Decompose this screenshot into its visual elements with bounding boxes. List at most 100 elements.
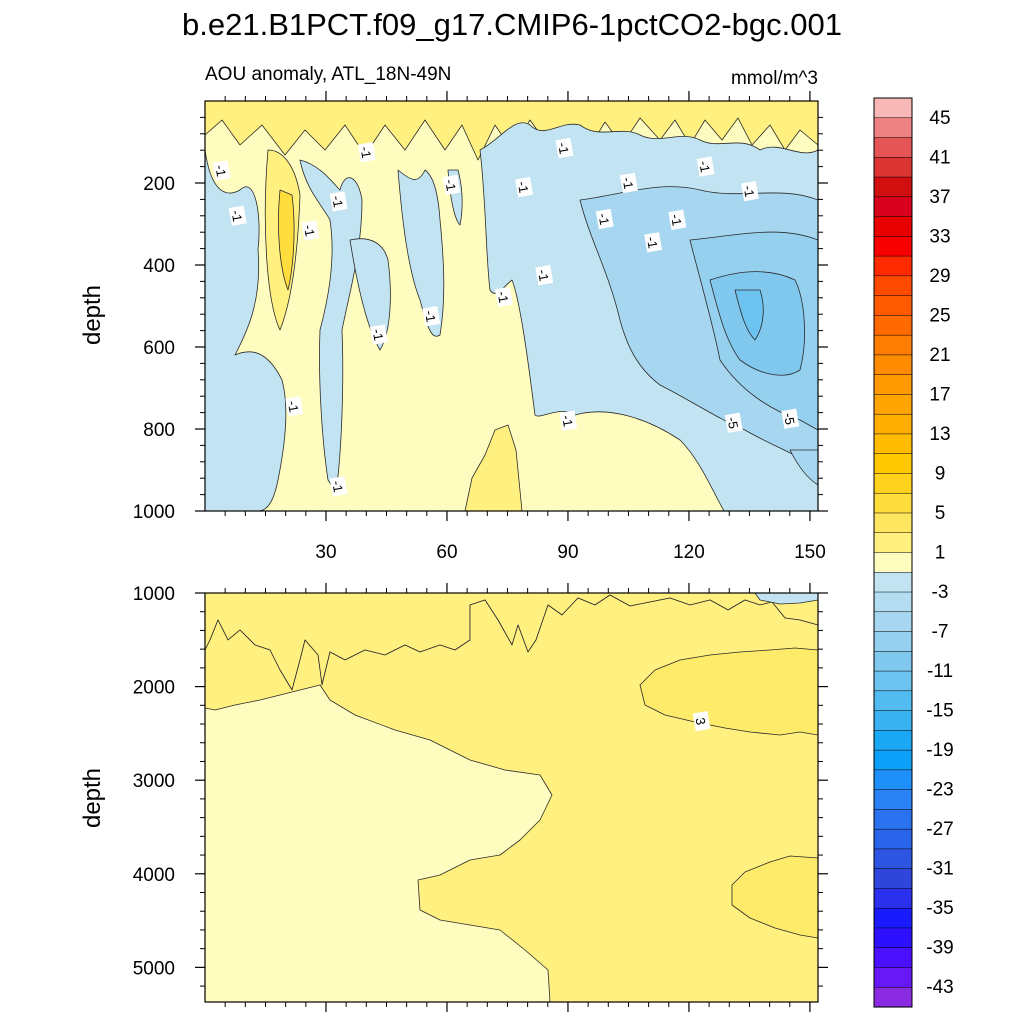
colorbar-swatch bbox=[873, 552, 913, 573]
contour-label: -1 bbox=[559, 410, 578, 431]
x-tick-label: 150 bbox=[794, 542, 826, 563]
colorbar-label: 5 bbox=[935, 503, 946, 524]
colorbar-swatch bbox=[873, 492, 913, 514]
upper-contour-blue-b bbox=[299, 159, 363, 493]
lower-contour-east-4500 bbox=[731, 855, 818, 939]
contour-label-text: -1 bbox=[535, 268, 552, 282]
colorbar-swatch bbox=[873, 512, 913, 534]
contour-label-box bbox=[692, 710, 711, 732]
contour-label-box bbox=[559, 410, 578, 431]
y-tick-label: 1000 bbox=[133, 502, 175, 523]
contour-label: -1 bbox=[442, 174, 461, 196]
contour-label: -1 bbox=[285, 396, 304, 417]
contour-label-box bbox=[422, 305, 441, 327]
contour-label-box bbox=[696, 156, 715, 177]
colorbar-swatch bbox=[873, 828, 913, 850]
colorbar-label: 9 bbox=[935, 463, 946, 484]
colorbar-swatch bbox=[873, 670, 913, 692]
contour-label-box bbox=[329, 191, 348, 212]
contour-label-text: -1 bbox=[422, 309, 439, 323]
colorbar-swatch bbox=[873, 868, 913, 889]
colorbar-swatch bbox=[873, 176, 913, 198]
colorbar-swatch bbox=[873, 255, 913, 277]
colorbar-swatch bbox=[873, 137, 913, 158]
contour-label-box bbox=[619, 172, 638, 194]
contour-label: -1 bbox=[696, 156, 715, 177]
colorbar-label: -3 bbox=[932, 582, 949, 603]
lower-panel: 1000 2000 3000 4000 5000 3 bbox=[133, 583, 828, 1012]
contour-label-text: 3 bbox=[693, 716, 709, 726]
contour-label-box bbox=[781, 408, 800, 429]
y-tick-label: 200 bbox=[143, 174, 175, 195]
upper-y-axis-label: depth bbox=[79, 285, 106, 345]
x-tick-label: 30 bbox=[315, 542, 336, 563]
contour-label-text: -1 bbox=[555, 141, 572, 155]
contour-label-box bbox=[212, 160, 231, 181]
colorbar-label: 21 bbox=[929, 345, 950, 366]
colorbar-label: 1 bbox=[935, 543, 946, 564]
contour-label: -1 bbox=[228, 205, 247, 226]
colorbar-label: -43 bbox=[926, 977, 953, 998]
upper-contour-blue-d bbox=[397, 169, 445, 337]
contour-label: -5 bbox=[724, 412, 743, 433]
contour-label-box bbox=[494, 286, 513, 308]
contour-label-text: -1 bbox=[357, 145, 374, 159]
contour-label-box bbox=[357, 141, 376, 163]
contour-label-text: -1 bbox=[228, 209, 245, 223]
upper-contour-yellow-b bbox=[278, 189, 295, 291]
colorbar bbox=[873, 97, 913, 1008]
colorbar-swatch bbox=[873, 354, 913, 376]
contour-label-box bbox=[285, 396, 304, 417]
contour-label-text: -1 bbox=[329, 195, 346, 209]
colorbar-swatch bbox=[873, 631, 913, 652]
colorbar-label: 41 bbox=[929, 147, 950, 168]
contour-label-text: -5 bbox=[724, 416, 741, 430]
colorbar-swatch bbox=[873, 473, 913, 494]
contour-label: -1 bbox=[422, 305, 441, 327]
contour-label-text: -1 bbox=[668, 213, 685, 227]
x-tick-label: 120 bbox=[673, 542, 705, 563]
contour-label-text: -1 bbox=[620, 176, 637, 190]
contour-label-box bbox=[369, 324, 388, 345]
colorbar-label: 37 bbox=[929, 187, 950, 208]
contour-label-box bbox=[228, 205, 247, 226]
contour-label-text: -1 bbox=[595, 212, 612, 226]
x-tick-label: 60 bbox=[436, 542, 457, 563]
contour-label: -1 bbox=[535, 264, 554, 286]
lower-contour-east-2000 bbox=[639, 647, 818, 736]
colorbar-label: 25 bbox=[929, 305, 950, 326]
contour-label-text: -1 bbox=[212, 164, 229, 178]
contour-label-box bbox=[535, 264, 554, 286]
lower-y-axis-label: depth bbox=[79, 768, 106, 828]
y-tick-label: 800 bbox=[143, 420, 175, 441]
colorbar-swatch bbox=[873, 275, 913, 297]
contour-label-box bbox=[668, 209, 687, 230]
colorbar-swatch bbox=[873, 730, 913, 751]
contour-label-text: -1 bbox=[644, 236, 661, 250]
colorbar-frame bbox=[873, 97, 913, 1008]
contour-label: -1 bbox=[668, 209, 687, 230]
contour-label-text: -5 bbox=[781, 412, 798, 426]
colorbar-swatch bbox=[873, 769, 913, 791]
colorbar-labels: 45 41 37 33 29 25 21 17 13 9 5 1 -3 -7 -11 -15 -19 -23 -27… bbox=[926, 108, 953, 998]
colorbar-label: 45 bbox=[929, 108, 950, 129]
contour-label-box bbox=[724, 412, 743, 433]
contour-label-box bbox=[740, 180, 759, 202]
y-tick-label: 5000 bbox=[133, 958, 175, 979]
contour-label: 3 bbox=[692, 710, 711, 732]
colorbar-label: -11 bbox=[927, 661, 953, 682]
contour-label-box bbox=[301, 220, 320, 241]
contour-label-box bbox=[515, 176, 534, 198]
contour-label-box bbox=[595, 208, 614, 230]
colorbar-swatch bbox=[873, 236, 913, 257]
units-label: mmol/m^3 bbox=[731, 68, 818, 89]
colorbar-swatch bbox=[873, 394, 913, 415]
contour-label-box bbox=[555, 137, 574, 159]
contour-label-text: -1 bbox=[515, 180, 532, 194]
colorbar-swatch bbox=[873, 848, 913, 870]
upper-contour-blue-e5 bbox=[734, 289, 764, 341]
colorbar-swatch bbox=[873, 413, 913, 435]
colorbar-swatch bbox=[873, 947, 913, 969]
colorbar-swatch bbox=[873, 216, 913, 237]
colorbar-swatch bbox=[873, 591, 913, 613]
